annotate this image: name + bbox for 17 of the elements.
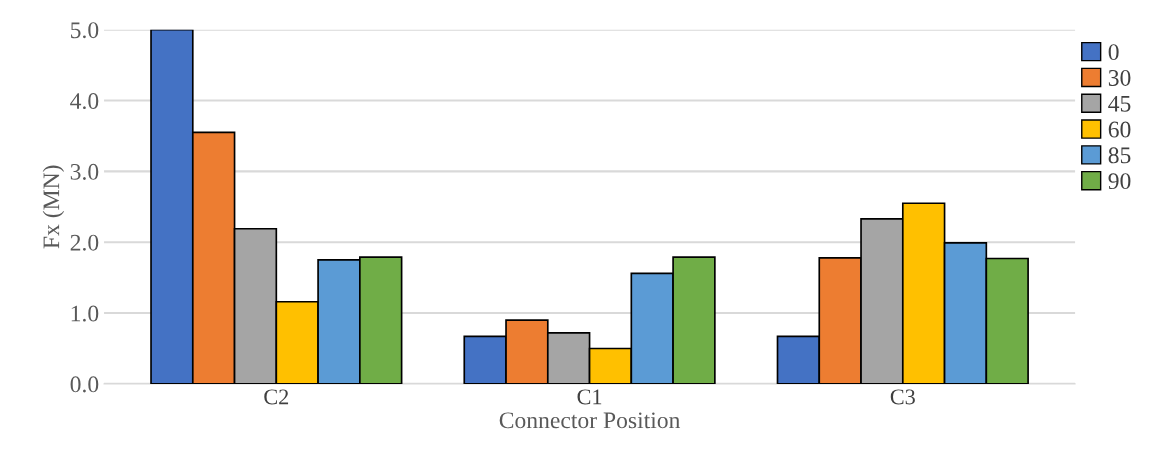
y-tick-label: 0.0	[70, 376, 99, 393]
x-axis-title: Connector Position	[499, 412, 681, 429]
x-tick-label: C2	[264, 389, 289, 405]
legend-label: 0	[1108, 44, 1119, 61]
y-tick-label: 5.0	[71, 22, 99, 39]
x-tick-label: C1	[577, 389, 602, 405]
y-tick-label: 1.0	[71, 305, 99, 322]
y-axis-title: Fx (MN)	[42, 165, 65, 249]
y-tick-label: 2.0	[70, 234, 99, 251]
legend-label: 85	[1108, 147, 1131, 164]
legend-label: 30	[1108, 69, 1131, 86]
legend-label: 90	[1108, 173, 1131, 190]
y-tick-label: 3.0	[70, 163, 99, 180]
x-tick-label: C3	[890, 389, 915, 405]
legend-label: 60	[1108, 121, 1131, 138]
y-tick-label: 4.0	[70, 93, 99, 110]
legend-label: 45	[1108, 95, 1131, 112]
